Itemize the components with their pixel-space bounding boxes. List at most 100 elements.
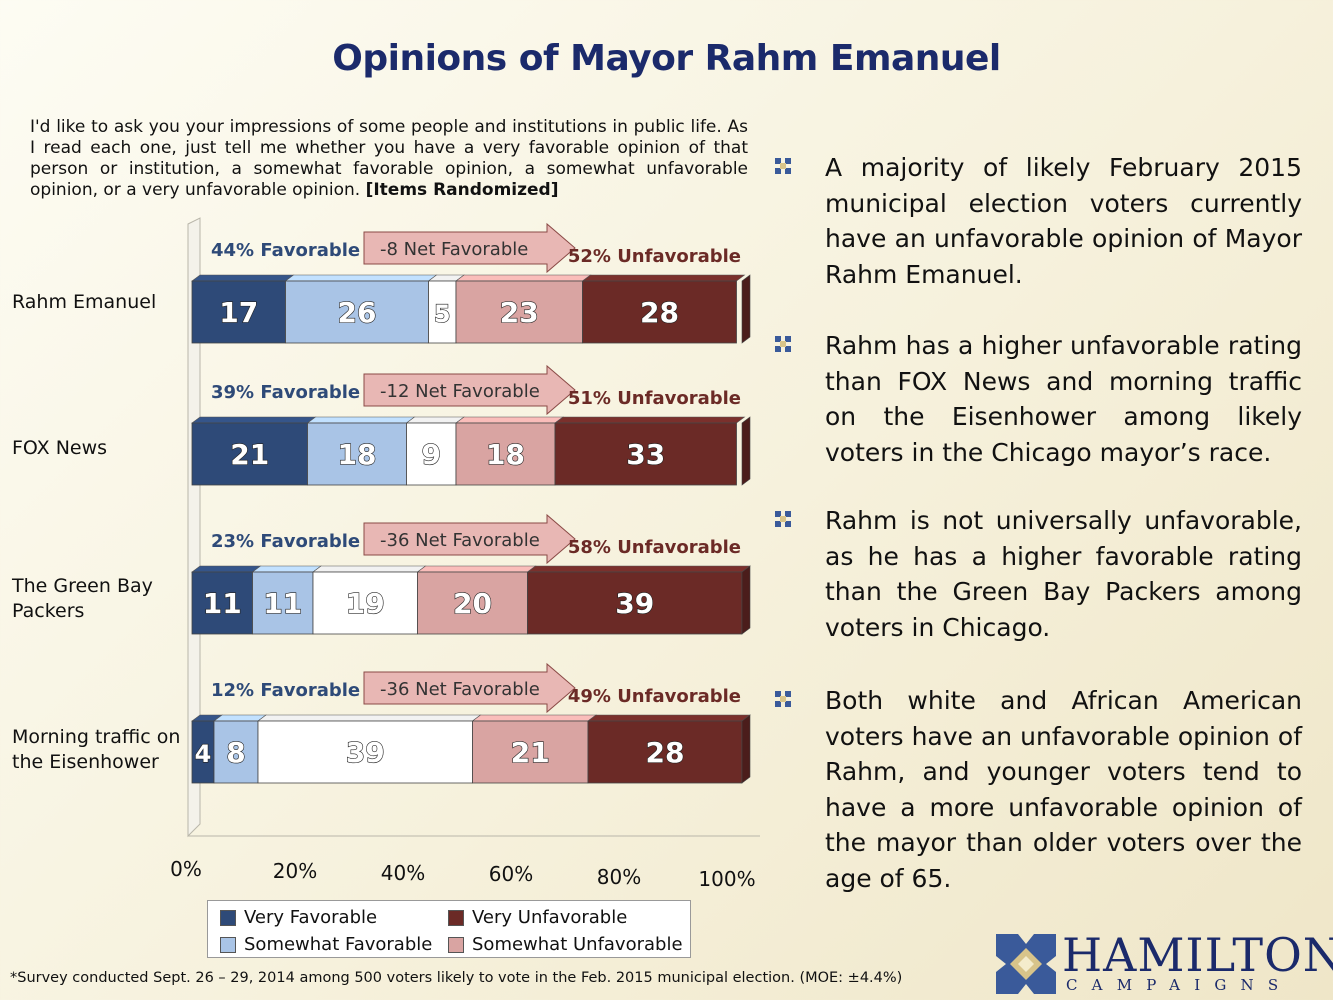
bar-value-label: 19 — [346, 587, 385, 620]
bar-no-opinion — [406, 422, 457, 486]
unfavorable-label: 49% Unfavorable — [568, 686, 741, 707]
legend-item-very-unfavorable: Very Unfavorable — [448, 907, 627, 928]
bar-value-label: 39 — [615, 587, 654, 620]
x-tick-label: 60% — [489, 862, 533, 886]
legend-label-very-favorable: Very Favorable — [244, 907, 378, 928]
category-label: Morning traffic on — [12, 726, 180, 748]
category-label: the Eisenhower — [12, 751, 159, 773]
x-tick-label: 0% — [170, 857, 202, 881]
bar-value-label: 23 — [500, 296, 539, 329]
net-favorable-arrow — [363, 513, 576, 565]
bar-value-label: 8 — [226, 736, 245, 769]
bar-top-somewhat-favorable — [306, 416, 416, 424]
net-favorable-arrow — [363, 364, 576, 416]
bar-top-somewhat-unfavorable — [416, 565, 537, 573]
bar-top-very-favorable — [191, 416, 317, 424]
favorable-label: 44% Favorable — [211, 240, 360, 261]
category-label: FOX News — [12, 437, 107, 459]
bar-somewhat-unfavorable — [472, 720, 589, 784]
bar-side-face — [741, 274, 751, 344]
bar-very-favorable — [191, 571, 253, 635]
logo-subtitle: CAMPAIGNS — [1066, 976, 1293, 994]
bar-value-label: 9 — [422, 438, 441, 471]
bar-value-label: 39 — [346, 736, 385, 769]
legend-label-somewhat-unfavorable: Somewhat Unfavorable — [472, 934, 683, 955]
footnote: *Survey conducted Sept. 26 – 29, 2014 am… — [10, 970, 903, 986]
bar-very-unfavorable — [582, 280, 737, 344]
legend-swatch-very-unfavorable — [448, 909, 464, 926]
bar-value-label: 21 — [230, 438, 269, 471]
legend-label-very-unfavorable: Very Unfavorable — [472, 907, 628, 928]
bar-somewhat-unfavorable — [417, 571, 528, 635]
bar-side-face — [741, 714, 751, 784]
bar-side-face — [741, 416, 751, 486]
favorable-label: 12% Favorable — [211, 680, 360, 701]
bar-very-unfavorable — [527, 571, 743, 635]
category-label: Rahm Emanuel — [12, 291, 156, 313]
bar-somewhat-favorable — [252, 571, 314, 635]
bar-top-very-unfavorable — [554, 416, 746, 424]
bar-value-label: 5 — [434, 300, 451, 328]
bar-top-somewhat-favorable — [284, 274, 438, 282]
bar-somewhat-favorable — [307, 422, 407, 486]
question-note: [Items Randomized] — [365, 180, 559, 200]
x-tick-label: 20% — [273, 859, 317, 883]
chart-back-wall — [187, 217, 201, 838]
bar-very-unfavorable — [587, 720, 743, 784]
logo-mark-icon — [996, 934, 1056, 994]
bar-top-no-opinion — [405, 416, 465, 424]
bar-no-opinion — [312, 571, 418, 635]
legend-item-somewhat-favorable: Somewhat Favorable — [220, 934, 432, 955]
favorable-label: 39% Favorable — [211, 382, 360, 403]
favorable-label: 23% Favorable — [211, 531, 360, 552]
x-tick-label: 100% — [698, 867, 755, 891]
bullet-icon — [775, 691, 791, 707]
bar-very-favorable — [191, 422, 308, 486]
bar-no-opinion — [257, 720, 473, 784]
bar-top-very-favorable — [191, 565, 262, 573]
bar-row-4: Morning traffic on the Eisenhower 4 8 39 21 28… — [12, 662, 751, 784]
bar-value-label: 33 — [626, 438, 665, 471]
bar-value-label: 26 — [338, 296, 377, 329]
net-favorable-label: -36 Net Favorable — [380, 530, 540, 551]
bar-somewhat-unfavorable — [455, 422, 556, 486]
hamilton-campaigns-logo: HAMILTON CAMPAIGNS — [996, 930, 1333, 996]
bar-top-no-opinion — [257, 714, 482, 722]
unfavorable-label: 52% Unfavorable — [568, 246, 741, 267]
legend-swatch-somewhat-unfavorable — [448, 936, 464, 953]
legend-swatch-somewhat-favorable — [220, 936, 236, 953]
finding-text: Rahm is not universally unfavorable, as … — [825, 506, 1302, 642]
x-tick-label: 80% — [597, 865, 641, 889]
bar-top-somewhat-unfavorable — [455, 416, 564, 424]
bar-top-very-unfavorable — [581, 274, 746, 282]
bar-top-somewhat-unfavorable — [455, 274, 592, 282]
net-favorable-label: -36 Net Favorable — [380, 679, 540, 700]
bar-value-label: 18 — [486, 438, 525, 471]
bar-value-label: 21 — [511, 736, 550, 769]
net-favorable-label: -8 Net Favorable — [380, 239, 528, 260]
bar-top-somewhat-favorable — [251, 565, 322, 573]
bullet-icon — [775, 336, 791, 352]
bar-very-favorable — [191, 280, 286, 344]
bar-value-label: 11 — [203, 587, 242, 620]
bar-value-label: 4 — [195, 740, 212, 768]
legend-item-very-favorable: Very Favorable — [220, 907, 377, 928]
bar-no-opinion — [428, 280, 457, 344]
bar-row-1: Rahm Emanuel 17 26 5 23 28 44% Favorable -8 Net… — [12, 222, 751, 344]
bar-top-very-unfavorable — [526, 565, 751, 573]
finding-text: Rahm has a higher unfavorable rating tha… — [825, 331, 1302, 467]
net-favorable-arrow — [363, 662, 576, 714]
bullet-icon — [775, 158, 791, 174]
bar-value-label: 17 — [219, 296, 258, 329]
bar-top-no-opinion — [312, 565, 427, 573]
bar-side-face — [741, 565, 751, 635]
category-label: Packers — [12, 600, 84, 622]
bar-top-somewhat-unfavorable — [471, 714, 597, 722]
legend-item-somewhat-unfavorable: Somewhat Unfavorable — [448, 934, 683, 955]
bar-value-label: 20 — [453, 587, 492, 620]
bar-value-label: 18 — [338, 438, 377, 471]
category-label: The Green Bay — [11, 575, 153, 597]
unfavorable-label: 51% Unfavorable — [568, 388, 741, 409]
bar-top-somewhat-favorable — [213, 714, 267, 722]
bar-somewhat-favorable — [213, 720, 259, 784]
